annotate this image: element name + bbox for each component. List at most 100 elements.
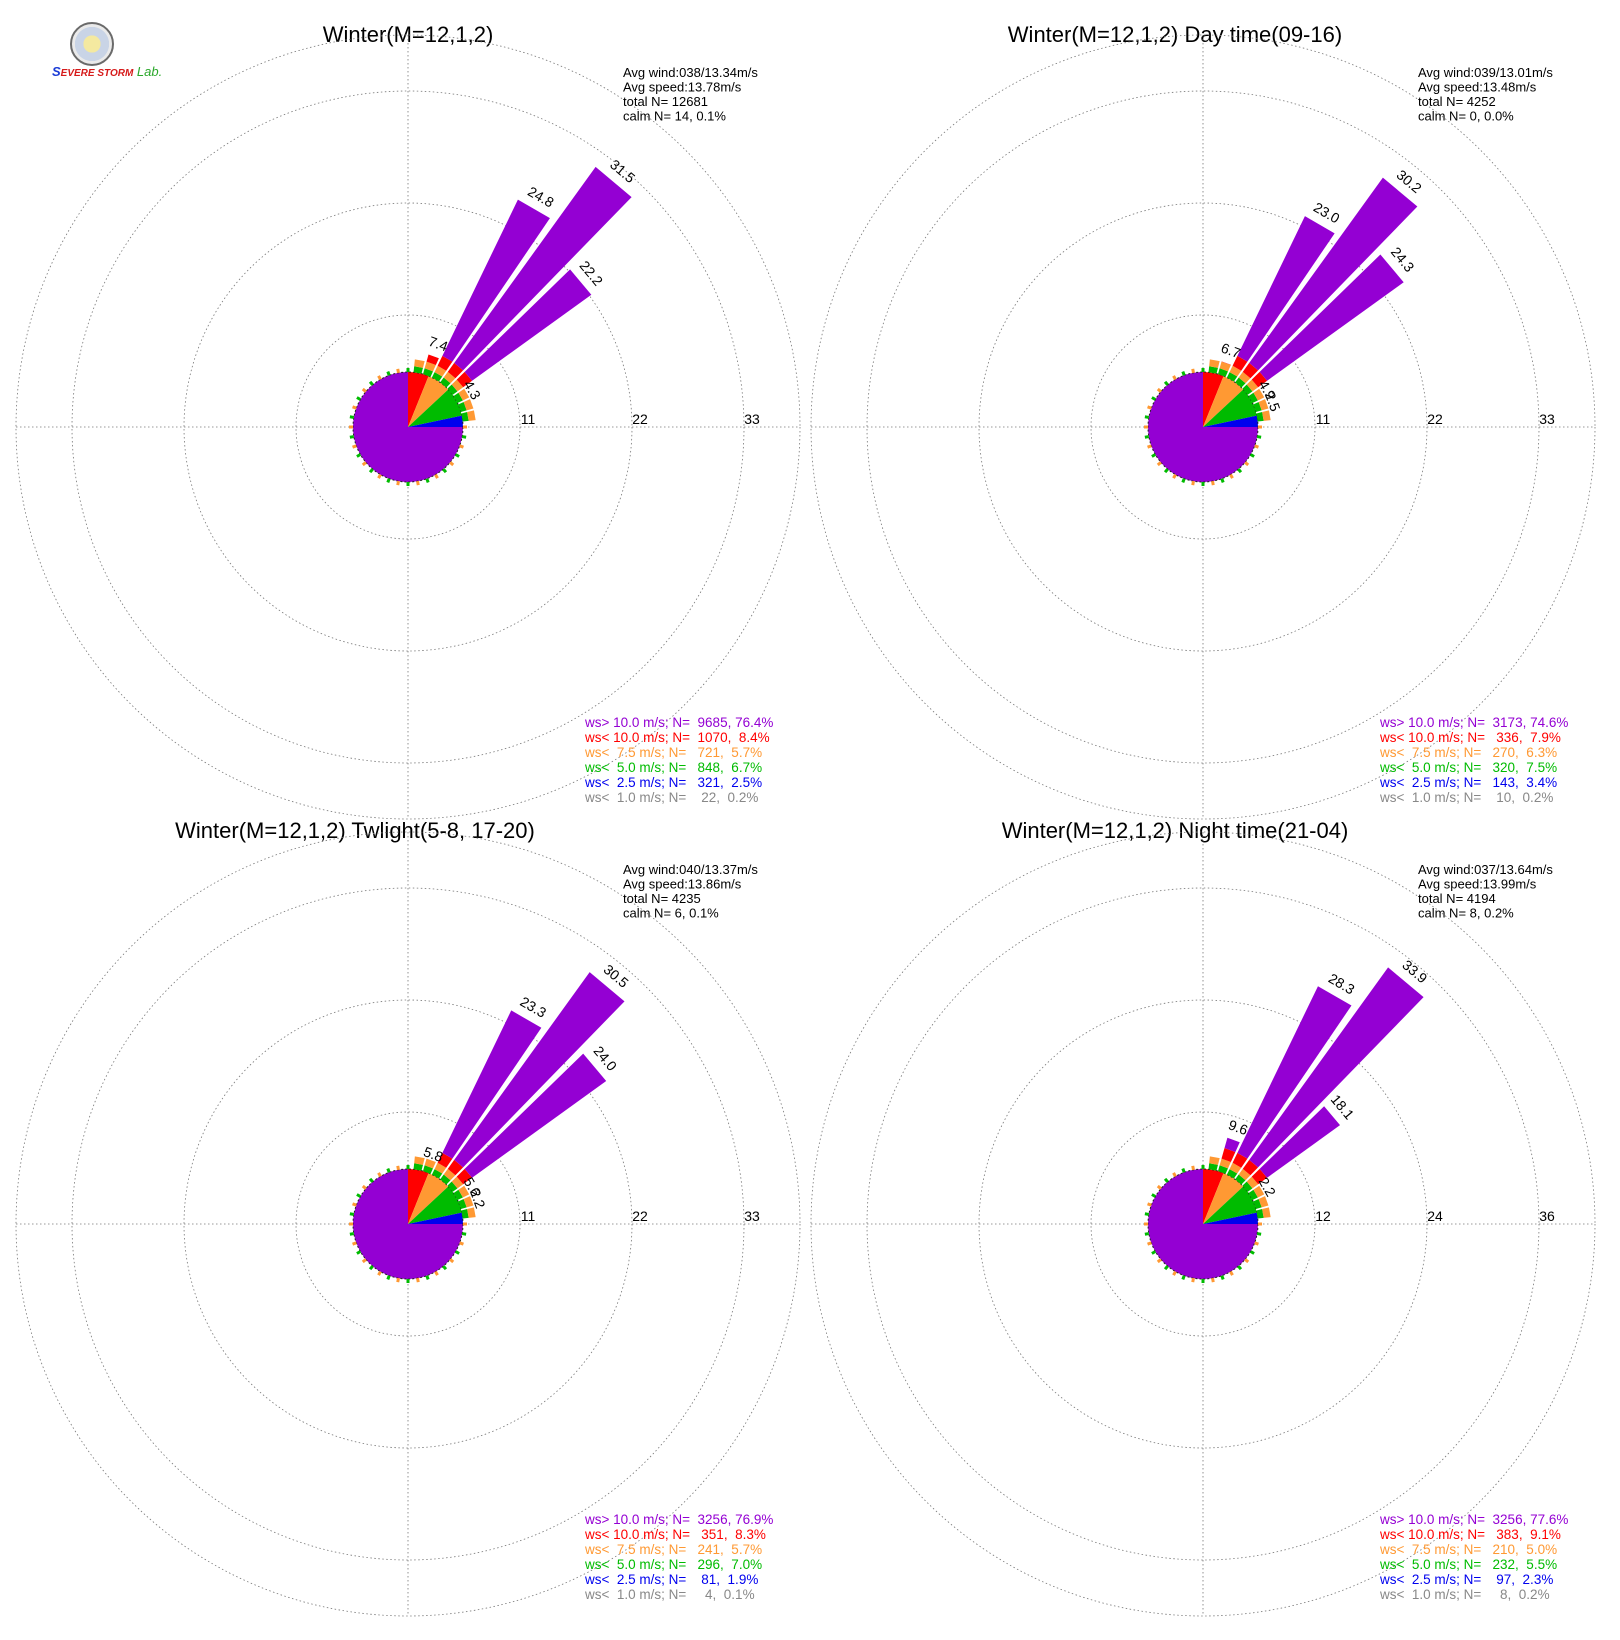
hub-tick bbox=[442, 1265, 448, 1271]
hub-tick bbox=[461, 435, 467, 439]
sector-band bbox=[434, 1162, 447, 1174]
sector-band bbox=[1258, 399, 1269, 411]
legend-item: ws< 2.5 m/s; N= 143, 3.4% bbox=[1379, 775, 1557, 790]
hub-sector-5 bbox=[408, 1212, 463, 1224]
sector-band bbox=[1253, 388, 1265, 401]
sector-band bbox=[413, 366, 423, 374]
sector-band bbox=[431, 1169, 443, 1179]
logo-text: SEVERE STORM Lab. bbox=[52, 64, 163, 79]
hub-sector-5 bbox=[408, 415, 463, 427]
legend-item: ws< 10.0 m/s; N= 351, 8.3% bbox=[584, 1527, 766, 1542]
sector-bar bbox=[454, 166, 632, 371]
panel-title: Winter(M=12,1,2) Twlight(5-8, 17-20) bbox=[175, 818, 535, 843]
sector-value-label: 9.6 bbox=[1226, 1116, 1250, 1138]
hub-tick bbox=[1156, 1184, 1162, 1190]
sector-band bbox=[443, 371, 456, 384]
legend-item: ws< 7.5 m/s; N= 270, 6.3% bbox=[1379, 745, 1557, 760]
sector-band bbox=[456, 1168, 473, 1185]
legend-item: ws> 10.0 m/s; N= 3256, 76.9% bbox=[584, 1512, 773, 1527]
sector-band bbox=[1246, 1176, 1259, 1189]
sector-band bbox=[1246, 379, 1259, 392]
sector-band bbox=[1262, 410, 1271, 421]
center-hub bbox=[352, 1168, 464, 1280]
hub-tick bbox=[1254, 1241, 1259, 1246]
stats-line: total N= 12681 bbox=[623, 94, 708, 109]
hub-tick bbox=[352, 1202, 357, 1207]
sector-band bbox=[437, 355, 453, 371]
hub-tick bbox=[459, 444, 464, 449]
hub-tick bbox=[1237, 468, 1243, 474]
ring-label: 11 bbox=[521, 1208, 536, 1224]
sector-band bbox=[1217, 1165, 1229, 1174]
sector-band bbox=[437, 1152, 453, 1168]
sector-band bbox=[1209, 359, 1220, 368]
hub-tick bbox=[377, 1172, 382, 1178]
hub-tick bbox=[1191, 480, 1195, 486]
sector-band bbox=[1226, 1169, 1238, 1179]
sector-band bbox=[424, 361, 436, 372]
hub-tick bbox=[1256, 1232, 1262, 1236]
wind-rose-panel-2: Winter(M=12,1,2) Day time(09-16) 11 22 33 6.… bbox=[810, 22, 1596, 820]
hub-tick bbox=[1249, 453, 1255, 458]
sector-band bbox=[458, 401, 467, 413]
sector-band bbox=[1208, 366, 1218, 374]
legend-item: ws< 1.0 m/s; N= 8, 0.2% bbox=[1379, 1587, 1550, 1602]
legend-item: ws< 1.0 m/s; N= 4, 0.1% bbox=[584, 1587, 755, 1602]
sector-band bbox=[1242, 1159, 1259, 1176]
hub-tick bbox=[368, 468, 374, 474]
sector-value-label: 7.4 bbox=[426, 333, 450, 355]
sector-band bbox=[443, 1168, 456, 1181]
sector-band bbox=[1242, 362, 1259, 379]
sector-band bbox=[467, 1207, 476, 1218]
hub-tick bbox=[1151, 1193, 1157, 1198]
hub-tick bbox=[1249, 1250, 1255, 1255]
sector-band bbox=[1229, 1162, 1242, 1174]
hub-tick bbox=[1151, 453, 1157, 458]
stats-line: calm N= 8, 0.2% bbox=[1418, 906, 1514, 921]
hub-tick bbox=[1181, 371, 1186, 376]
hub-sector-5 bbox=[1203, 1212, 1258, 1224]
hub-tick bbox=[356, 1193, 362, 1198]
legend-item: ws< 7.5 m/s; N= 721, 5.7% bbox=[584, 745, 762, 760]
sector-band bbox=[414, 1156, 425, 1165]
sector-band bbox=[440, 377, 451, 388]
hub-tick bbox=[1147, 1202, 1152, 1207]
legend-item: ws< 2.5 m/s; N= 81, 1.9% bbox=[584, 1572, 758, 1587]
hub-tick bbox=[386, 1275, 391, 1280]
sector-band bbox=[453, 392, 463, 404]
stats-line: calm N= 0, 0.0% bbox=[1418, 109, 1514, 124]
hub-sector-4 bbox=[408, 389, 462, 427]
sector-band bbox=[422, 1165, 434, 1174]
hub-sector-5 bbox=[1203, 415, 1258, 427]
legend-item: ws> 10.0 m/s; N= 9685, 76.4% bbox=[584, 715, 773, 730]
hub-tick bbox=[396, 368, 400, 374]
hub-sector-4 bbox=[1203, 1186, 1257, 1224]
hub-tick bbox=[1181, 478, 1186, 483]
hub-tick bbox=[386, 478, 391, 483]
stats-line: Avg speed:13.99m/s bbox=[1418, 877, 1537, 892]
ring-label: 22 bbox=[632, 1208, 648, 1224]
hub-tick bbox=[461, 1232, 467, 1236]
sector-band bbox=[426, 354, 439, 365]
hub-tick bbox=[386, 371, 391, 376]
sector-band bbox=[413, 1163, 423, 1171]
hub-tick bbox=[349, 1232, 355, 1236]
sector-band bbox=[431, 372, 443, 382]
hub-tick bbox=[1181, 1168, 1186, 1173]
hub-tick bbox=[1244, 461, 1250, 467]
legend-item: ws< 5.0 m/s; N= 296, 7.0% bbox=[584, 1557, 762, 1572]
sector-band bbox=[1262, 1207, 1271, 1218]
hub-tick bbox=[416, 480, 420, 486]
hub-tick bbox=[377, 1270, 382, 1276]
hub-tick bbox=[361, 1184, 367, 1190]
range-ring-4 bbox=[810, 831, 1596, 1617]
sector-band bbox=[463, 1196, 474, 1208]
stats-line: Avg wind:037/13.64m/s bbox=[1418, 862, 1553, 877]
hub-sector-2 bbox=[1203, 1169, 1224, 1224]
hub-tick bbox=[1151, 1250, 1157, 1255]
sector-band bbox=[447, 1181, 458, 1192]
stats-line: calm N= 6, 0.1% bbox=[623, 906, 719, 921]
hub-tick bbox=[454, 1250, 460, 1255]
sector-band bbox=[1251, 371, 1268, 388]
